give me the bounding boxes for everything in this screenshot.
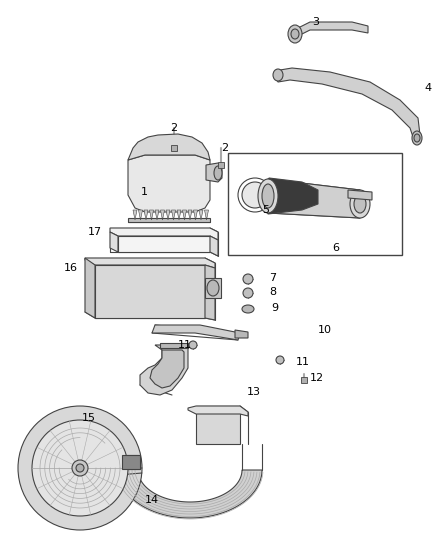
Text: 2: 2 xyxy=(221,143,228,153)
Polygon shape xyxy=(150,350,184,388)
Text: 4: 4 xyxy=(424,83,431,93)
Text: 8: 8 xyxy=(269,287,276,297)
Bar xyxy=(196,406,240,444)
Text: 15: 15 xyxy=(82,413,96,423)
Ellipse shape xyxy=(258,179,278,213)
Polygon shape xyxy=(210,236,218,256)
Polygon shape xyxy=(128,134,210,160)
Polygon shape xyxy=(160,210,165,220)
Text: 11: 11 xyxy=(296,357,310,367)
Bar xyxy=(301,377,307,383)
Text: 13: 13 xyxy=(247,387,261,397)
Bar xyxy=(171,145,177,151)
Bar xyxy=(122,455,140,469)
Text: 1: 1 xyxy=(141,187,148,197)
Ellipse shape xyxy=(262,184,274,208)
Polygon shape xyxy=(166,210,170,220)
Polygon shape xyxy=(188,210,192,220)
Polygon shape xyxy=(160,343,188,348)
Text: 9: 9 xyxy=(271,303,278,313)
Bar xyxy=(218,162,224,168)
Ellipse shape xyxy=(189,341,197,349)
Ellipse shape xyxy=(242,305,254,313)
Bar xyxy=(128,218,210,222)
Ellipse shape xyxy=(412,131,422,145)
Text: 16: 16 xyxy=(64,263,78,273)
Text: 17: 17 xyxy=(88,227,102,237)
Polygon shape xyxy=(206,163,222,182)
Polygon shape xyxy=(110,228,218,240)
Polygon shape xyxy=(133,210,137,220)
Polygon shape xyxy=(118,470,262,518)
Text: 5: 5 xyxy=(262,205,269,215)
Ellipse shape xyxy=(207,280,219,296)
Ellipse shape xyxy=(18,406,142,530)
Polygon shape xyxy=(268,179,360,218)
Polygon shape xyxy=(149,210,153,220)
Ellipse shape xyxy=(350,190,370,218)
Ellipse shape xyxy=(32,420,128,516)
Text: 12: 12 xyxy=(310,373,324,383)
Polygon shape xyxy=(205,210,208,220)
Polygon shape xyxy=(110,232,118,252)
Polygon shape xyxy=(118,236,210,252)
Polygon shape xyxy=(140,345,188,395)
Polygon shape xyxy=(295,22,368,36)
Ellipse shape xyxy=(243,288,253,298)
Polygon shape xyxy=(205,265,215,320)
Text: 2: 2 xyxy=(170,123,177,133)
Polygon shape xyxy=(155,210,159,220)
Polygon shape xyxy=(348,190,372,200)
Polygon shape xyxy=(95,265,205,318)
Polygon shape xyxy=(264,178,318,214)
Ellipse shape xyxy=(76,464,84,472)
Text: 3: 3 xyxy=(312,17,319,27)
Polygon shape xyxy=(235,330,248,338)
Text: 7: 7 xyxy=(269,273,276,283)
Ellipse shape xyxy=(414,134,420,142)
Text: 6: 6 xyxy=(332,243,339,253)
Polygon shape xyxy=(188,406,248,416)
Polygon shape xyxy=(144,210,148,220)
Ellipse shape xyxy=(288,25,302,43)
Polygon shape xyxy=(199,210,203,220)
Polygon shape xyxy=(85,258,215,268)
Bar xyxy=(228,153,402,255)
Ellipse shape xyxy=(273,69,283,81)
Polygon shape xyxy=(152,325,240,340)
Ellipse shape xyxy=(242,182,268,208)
Ellipse shape xyxy=(72,460,88,476)
Text: 11: 11 xyxy=(178,340,192,350)
Polygon shape xyxy=(177,210,181,220)
Ellipse shape xyxy=(214,166,222,180)
Text: 14: 14 xyxy=(145,495,159,505)
Polygon shape xyxy=(194,210,198,220)
Polygon shape xyxy=(183,210,187,220)
Polygon shape xyxy=(275,68,420,140)
Bar xyxy=(205,278,221,298)
Text: 10: 10 xyxy=(318,325,332,335)
Ellipse shape xyxy=(276,356,284,364)
Ellipse shape xyxy=(291,29,299,39)
Polygon shape xyxy=(128,155,210,212)
Ellipse shape xyxy=(243,274,253,284)
Polygon shape xyxy=(85,258,95,318)
Polygon shape xyxy=(172,210,176,220)
Ellipse shape xyxy=(354,195,366,213)
Polygon shape xyxy=(138,210,142,220)
